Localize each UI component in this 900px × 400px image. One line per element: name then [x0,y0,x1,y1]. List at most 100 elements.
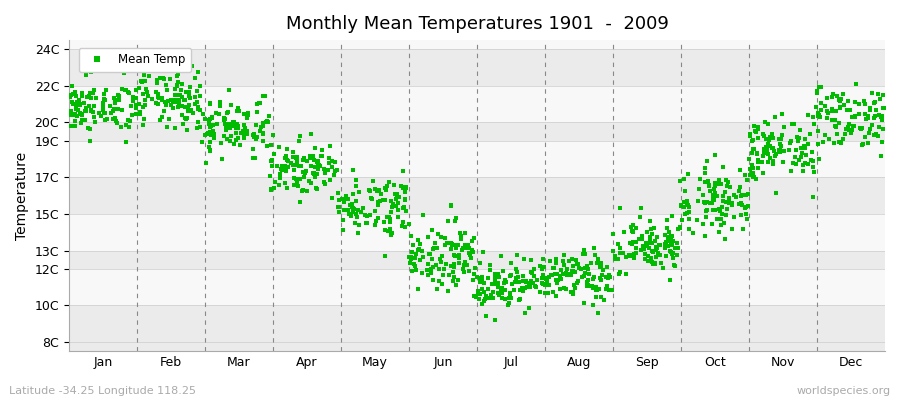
Point [104,110,119,116]
Point [554,267,569,273]
Point [240,115,255,122]
Point [511,273,526,280]
Point [584,260,598,266]
Point [463,252,477,258]
Point [435,281,449,288]
Point [745,138,760,144]
Point [264,186,278,193]
Point [578,250,592,257]
Point [766,144,780,151]
Point [428,240,443,247]
Point [877,104,891,111]
Point [662,235,677,241]
Point [543,258,557,265]
Point [678,188,692,194]
Point [448,253,463,259]
Point [129,105,143,111]
Point [871,132,886,139]
Point [491,284,505,290]
Point [475,249,490,255]
Point [472,279,487,286]
Point [372,186,386,193]
Point [613,250,627,256]
Point [645,240,660,246]
Point [639,242,653,249]
Point [564,272,579,278]
Point [566,291,580,298]
Point [648,238,662,245]
Point [124,112,139,118]
Point [745,136,760,143]
Point [868,100,882,107]
Point [846,123,860,130]
Point [137,72,151,78]
Point [649,254,663,260]
Point [473,276,488,283]
Point [641,258,655,264]
Point [346,167,360,174]
Point [749,176,763,182]
Point [814,84,828,90]
Point [230,137,244,144]
Point [423,250,437,257]
Point [751,126,765,132]
Point [698,165,712,171]
Point [421,234,436,240]
Point [508,278,523,285]
Point [773,141,788,148]
Point [401,254,416,260]
Point [398,223,412,230]
Point [585,283,599,290]
Point [398,196,412,202]
Point [682,216,697,222]
Point [567,282,581,288]
Point [81,103,95,110]
Point [775,132,789,138]
Point [498,296,512,302]
Point [287,175,302,182]
Point [842,120,856,127]
Point [624,251,638,258]
Point [371,214,385,221]
Point [256,120,271,126]
Point [348,198,363,204]
Point [628,250,643,256]
Point [332,209,347,216]
Point [440,240,454,246]
Point [422,251,436,258]
Point [336,217,350,223]
Point [494,253,508,259]
Point [119,139,133,145]
Point [706,196,720,202]
Point [203,132,218,138]
Point [346,204,360,211]
Point [804,157,818,164]
Point [717,188,732,195]
Point [817,132,832,138]
Point [182,93,196,99]
Point [716,193,731,199]
Point [145,96,159,103]
Point [122,90,137,96]
Point [72,100,86,107]
Point [297,174,311,180]
Point [735,226,750,232]
Point [205,132,220,138]
Point [237,122,251,128]
Point [164,96,178,103]
Point [717,236,732,242]
Point [650,244,664,251]
Point [178,104,193,110]
Point [318,181,332,187]
Point [219,126,233,132]
Point [714,216,728,222]
Point [509,268,524,275]
Point [638,251,652,257]
Point [491,271,505,277]
Point [545,272,560,278]
Point [666,237,680,244]
Point [858,110,872,117]
Point [193,124,207,130]
Point [542,282,556,288]
Point [874,113,888,120]
